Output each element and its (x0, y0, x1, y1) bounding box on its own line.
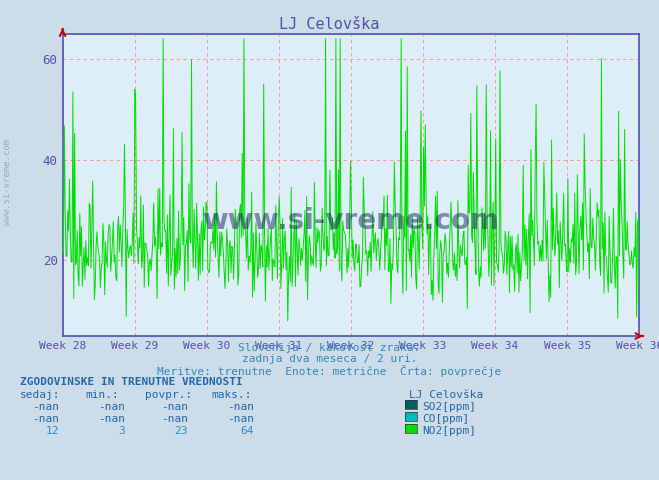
Text: 64: 64 (241, 426, 254, 436)
Text: www.si-vreme.com: www.si-vreme.com (3, 139, 13, 226)
Text: CO[ppm]: CO[ppm] (422, 414, 469, 424)
Text: SO2[ppm]: SO2[ppm] (422, 402, 476, 412)
Text: -nan: -nan (227, 414, 254, 424)
Text: 3: 3 (119, 426, 125, 436)
Text: -nan: -nan (227, 402, 254, 412)
Text: ZGODOVINSKE IN TRENUTNE VREDNOSTI: ZGODOVINSKE IN TRENUTNE VREDNOSTI (20, 377, 243, 387)
Text: -nan: -nan (98, 414, 125, 424)
Text: www.si-vreme.com: www.si-vreme.com (202, 207, 500, 235)
Text: maks.:: maks.: (211, 390, 251, 400)
Text: -nan: -nan (161, 402, 188, 412)
Text: povpr.:: povpr.: (145, 390, 192, 400)
Text: LJ Celovška: LJ Celovška (279, 17, 380, 32)
Text: Meritve: trenutne  Enote: metrične  Črta: povprečje: Meritve: trenutne Enote: metrične Črta: … (158, 365, 501, 377)
Text: Slovenija / kakovost zraka.: Slovenija / kakovost zraka. (239, 343, 420, 353)
Text: -nan: -nan (32, 402, 59, 412)
Text: 12: 12 (46, 426, 59, 436)
Text: NO2[ppm]: NO2[ppm] (422, 426, 476, 436)
Text: -nan: -nan (32, 414, 59, 424)
Text: zadnja dva meseca / 2 uri.: zadnja dva meseca / 2 uri. (242, 354, 417, 364)
Text: -nan: -nan (98, 402, 125, 412)
Text: 23: 23 (175, 426, 188, 436)
Text: LJ Celovška: LJ Celovška (409, 390, 483, 400)
Text: sedaj:: sedaj: (20, 390, 60, 400)
Text: -nan: -nan (161, 414, 188, 424)
Text: min.:: min.: (86, 390, 119, 400)
